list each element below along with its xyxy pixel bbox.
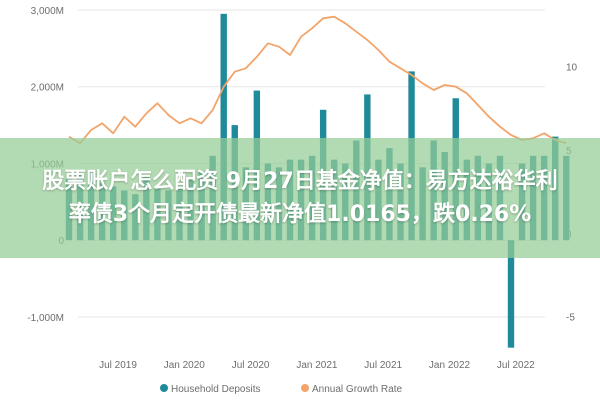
x-axis-tick-label: Jul 2019 — [99, 360, 137, 371]
right-axis-tick-label: 10 — [566, 63, 578, 74]
legend-label-household-deposits: Household Deposits — [171, 384, 261, 395]
headline-line-1: 股票账户怎么配资 9月27日基金净值：易方达裕华利 — [42, 169, 558, 194]
headline-banner: 股票账户怎么配资 9月27日基金净值：易方达裕华利 率债3个月定开债最新净值1.… — [0, 138, 600, 258]
x-axis-tick-label: Jan 2021 — [296, 360, 338, 371]
left-axis-tick-label: 2,000M — [31, 83, 64, 94]
legend-marker-annual-growth-rate — [301, 384, 309, 392]
x-axis-tick-label: Jul 2020 — [232, 360, 270, 371]
bar — [507, 240, 515, 348]
right-axis-tick-label: -5 — [566, 313, 575, 324]
left-axis-tick-label: 3,000M — [31, 6, 64, 17]
growth-rate-line — [68, 15, 567, 145]
x-axis-tick-label: Jul 2022 — [497, 360, 535, 371]
legend-label-annual-growth-rate: Annual Growth Rate — [312, 384, 402, 395]
legend-marker-household-deposits — [160, 384, 168, 392]
x-axis-tick-label: Jan 2022 — [429, 360, 471, 371]
x-axis-tick-label: Jul 2021 — [364, 360, 402, 371]
bar — [220, 13, 227, 241]
left-axis-tick-label: -1,000M — [27, 313, 64, 324]
x-axis-tick-label: Jan 2020 — [164, 360, 206, 371]
headline-line-2: 率债3个月定开债最新净值1.0165，跌0.26% — [68, 202, 532, 227]
